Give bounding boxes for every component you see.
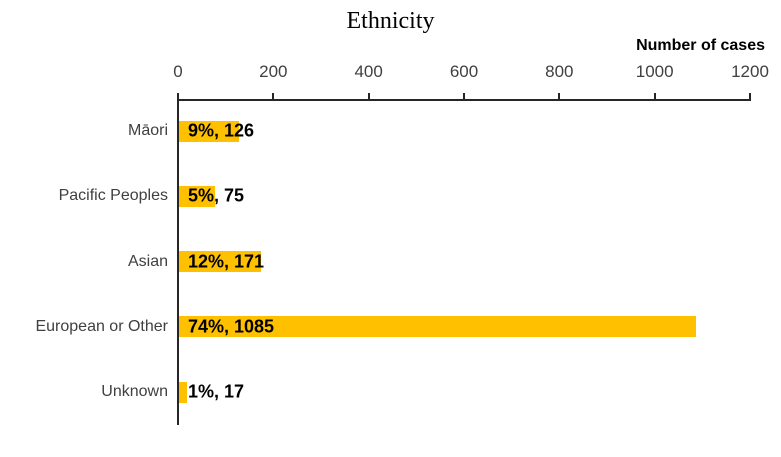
x-axis-tick [463, 93, 465, 101]
x-axis-tick [177, 93, 179, 101]
bar [179, 120, 240, 142]
bar-value-label: 1%, 17 [188, 381, 245, 402]
category-label: European or Other [35, 317, 168, 335]
x-axis-tick [653, 93, 656, 101]
bar [179, 316, 697, 338]
y-axis-line [177, 97, 179, 425]
chart-title: Ethnicity [346, 8, 435, 34]
bar-value-label: 74%, 1085 [188, 316, 275, 337]
bar [179, 381, 188, 403]
x-axis-tick-label: 0 [173, 62, 183, 81]
category-label: Asian [127, 252, 168, 270]
x-axis-tick-label: 1200 [731, 62, 769, 81]
x-axis-title: Number of cases [636, 37, 765, 54]
category-label: Unknown [101, 383, 168, 400]
bar-value-label: 9%, 126 [188, 120, 255, 141]
x-axis-tick [367, 93, 370, 101]
x-axis-tick-label: 800 [545, 62, 574, 81]
bar [179, 251, 261, 272]
bar-value-label: 5%, 75 [188, 185, 245, 206]
x-axis-tick [749, 93, 751, 101]
x-axis-tick-label: 200 [259, 62, 288, 81]
bar [179, 185, 215, 207]
x-axis-tick-label: 1000 [635, 62, 674, 81]
x-axis-tick [272, 93, 275, 101]
bar-value-label: 12%, 171 [188, 251, 265, 271]
category-label: Pacific Peoples [58, 187, 168, 205]
x-axis-tick-label: 400 [354, 62, 383, 81]
x-axis-tick [558, 93, 561, 101]
x-axis-tick-label: 600 [449, 62, 479, 81]
category-label: Māori [127, 122, 168, 139]
